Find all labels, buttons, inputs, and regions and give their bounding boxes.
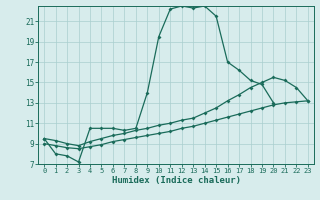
X-axis label: Humidex (Indice chaleur): Humidex (Indice chaleur)	[111, 176, 241, 185]
